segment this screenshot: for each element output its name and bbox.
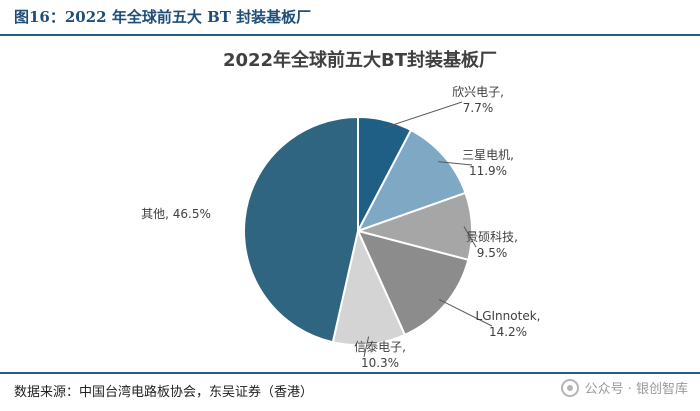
leader-line xyxy=(363,336,370,358)
watermark-text: 公众号 · 银创智库 xyxy=(584,382,688,397)
slice-label: 三星电机, xyxy=(462,148,514,162)
slice-label: 其他, 46.5% xyxy=(141,207,211,221)
leader-lines xyxy=(363,101,493,358)
slice-value-label: 14.2% xyxy=(489,325,527,339)
slice-value-label: 7.7% xyxy=(463,101,494,115)
leader-line xyxy=(438,161,473,166)
slice-value-label: 10.3% xyxy=(361,356,399,370)
leader-line xyxy=(383,101,463,129)
watermark: 公众号 · 银创智库 xyxy=(560,378,688,397)
chart-title: 2022年全球前五大BT封装基板厂 xyxy=(223,49,497,71)
slice-label: 欣兴电子, xyxy=(452,85,504,99)
slice-label: LGInnotek, xyxy=(476,309,541,323)
leader-line xyxy=(463,226,477,248)
leader-line xyxy=(438,298,493,327)
figure-title: 图16：2022 年全球前五大 BT 封装基板厂 xyxy=(14,8,312,26)
pie-chart: 2022年全球前五大BT封装基板厂 欣兴电子, 7.7% 三星电机, 11.9% 景硕科… xyxy=(141,49,540,370)
slice-label: 景硕科技, xyxy=(466,230,518,244)
pie-slice xyxy=(243,115,359,344)
pie-slices xyxy=(243,115,473,346)
footer-rule xyxy=(0,372,700,374)
chart-area: 2022年全球前五大BT封装基板厂 欣兴电子, 7.7% 三星电机, 11.9% 景硕科… xyxy=(0,36,700,372)
wechat-icon xyxy=(560,378,579,397)
slice-value-label: 9.5% xyxy=(477,246,508,260)
pie-slice xyxy=(356,229,470,337)
header-rule xyxy=(0,34,700,36)
slice-value-label: 11.9% xyxy=(469,164,507,178)
source-note: 数据来源：中国台湾电路板协会，东吴证券（香港） xyxy=(14,385,314,400)
pie-slice xyxy=(331,227,407,346)
pie-slice xyxy=(355,128,467,233)
figure-header: 图16：2022 年全球前五大 BT 封装基板厂 xyxy=(0,0,700,32)
slice-label: 信泰电子, xyxy=(354,340,406,354)
slice-labels: 欣兴电子, 7.7% 三星电机, 11.9% 景硕科技, 9.5% LGInnotek, 14… xyxy=(141,85,540,370)
